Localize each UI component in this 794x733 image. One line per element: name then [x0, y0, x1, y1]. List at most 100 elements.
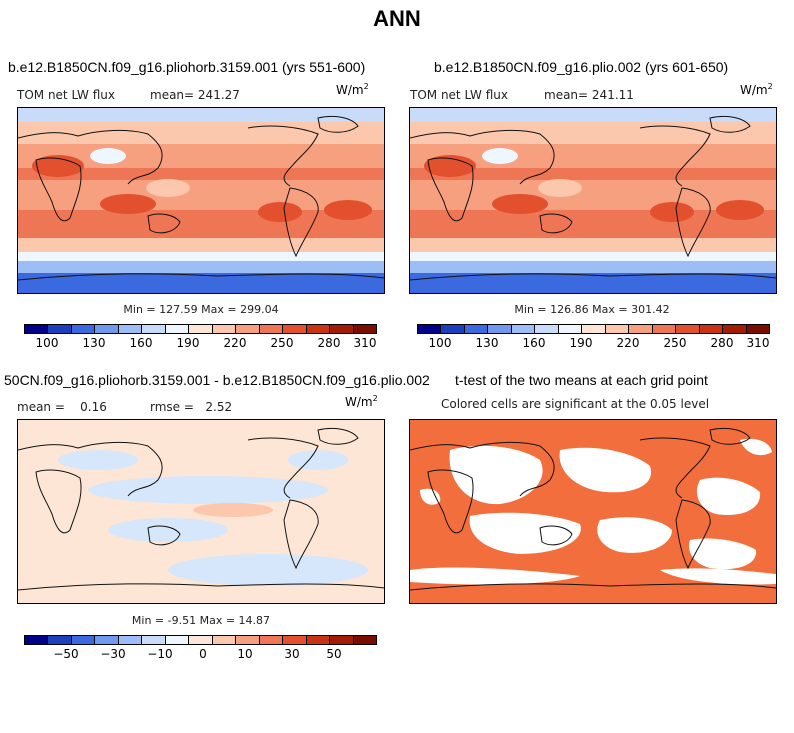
panel1-colorbar-bin	[118, 325, 143, 333]
panel1-unit-base: W/m	[336, 83, 364, 97]
panel2-tick: 280	[710, 336, 734, 350]
panel3-cool-eurasia	[58, 450, 138, 470]
panel1-variable: TOM net LW flux	[17, 88, 115, 102]
panel4-coast-antarctica	[410, 583, 776, 591]
panel1-trop-north	[18, 168, 384, 180]
panel2-tick: 190	[569, 336, 593, 350]
panel2-coast-samerica	[675, 187, 711, 258]
panel4-nonsignificant-regions	[410, 438, 776, 585]
panel2-colorbar-bin	[535, 325, 559, 333]
panel2-unit-base: W/m	[740, 83, 768, 97]
panel3-map	[17, 419, 385, 604]
panel3-colorbar-bin	[330, 636, 354, 644]
panel2-colorbar-bin	[699, 325, 724, 333]
panel1-colorbar	[24, 324, 377, 334]
panel1-se-pacific	[258, 202, 302, 222]
panel2-antarctica	[410, 273, 776, 293]
panel2-colorbar-bin	[511, 325, 536, 333]
panel1-tibet	[90, 148, 126, 164]
panel3-coast-antarctica	[18, 583, 384, 591]
panel4-white-region	[410, 567, 580, 585]
panel4-coastlines	[410, 427, 776, 591]
panel2-tick: 100	[428, 336, 452, 350]
panel2-trop-north	[410, 168, 776, 180]
panel3-unit-exp: 2	[372, 394, 378, 403]
panel3-coast-africa	[35, 469, 82, 534]
panel2-antarctic-edge	[410, 261, 776, 273]
panel3-coast-namerica	[247, 437, 319, 499]
panel3-colorbar-bin	[283, 636, 307, 644]
panel4-coast-greenland	[709, 427, 751, 445]
panel3-tick: −10	[147, 647, 173, 661]
panel1-coastlines	[18, 115, 384, 281]
panel2-equator	[410, 180, 776, 210]
panel1-colorbar-bin	[165, 325, 190, 333]
panel1-unit-exp: 2	[363, 82, 369, 91]
panel2-colorbar-bin	[558, 325, 583, 333]
panel1-warm-pool	[146, 179, 190, 197]
panel3-map-svg	[18, 420, 384, 603]
panel2-coast-greenland	[709, 115, 751, 133]
panel3-tick: 30	[284, 647, 300, 661]
panel2-coast-australia	[539, 213, 573, 234]
panel4-white-region	[469, 512, 581, 554]
panel3-colorbar-bin	[189, 636, 213, 644]
panel3-rmse: rmse = 2.52	[150, 400, 232, 414]
panel2-mean-value: 241.11	[591, 88, 634, 102]
panel3-tick: −50	[53, 647, 79, 661]
panel1-unit: W/m2	[336, 82, 369, 97]
panel4-coast-namerica	[639, 437, 711, 499]
panel2-variable: TOM net LW flux	[410, 88, 508, 102]
panel1-colorbar-bin	[71, 325, 96, 333]
panel2-s-atlantic	[716, 200, 764, 220]
panel1-tick: 100	[35, 336, 59, 350]
panel3-colorbar-bin	[25, 636, 49, 644]
panel2-unit-exp: 2	[767, 82, 773, 91]
panel1-colorbar-bin	[189, 325, 213, 333]
panel1-tick: 160	[129, 336, 153, 350]
panel3-cool-namerica	[288, 450, 348, 470]
panel2-colorbar-bin	[488, 325, 512, 333]
panel1-colorbar-bin	[25, 325, 49, 333]
panel2-tick: 310	[746, 336, 770, 350]
panel3-cool-band-north	[88, 476, 328, 504]
panel3-colorbar-bin	[353, 636, 377, 644]
panel1-coast-namerica	[247, 125, 319, 187]
panel2-minmax: Min = 126.86 Max = 301.42	[514, 303, 670, 316]
panel3-colorbar-bin	[48, 636, 72, 644]
panel2-unit: W/m2	[740, 82, 773, 97]
panel1-equator	[18, 180, 384, 210]
panel1-colorbar-bin	[48, 325, 72, 333]
panel3-cool-southern	[168, 554, 368, 586]
panel1-mean-value: 241.27	[197, 88, 240, 102]
panel4-coast-eurasia	[410, 441, 555, 497]
panel4-white-region	[660, 568, 776, 585]
panel2-subtrop-south	[410, 210, 776, 238]
panel4-map	[409, 419, 777, 604]
panel3-colorbar-bin	[236, 636, 260, 644]
panel2-colorbar-bin	[652, 325, 677, 333]
panel2-coastlines	[410, 115, 776, 281]
panel1-antarctica	[18, 273, 384, 293]
panel3-colorbar-bin	[142, 636, 166, 644]
panel2-mean-label: mean=	[544, 88, 589, 102]
panel2-tibet	[482, 148, 518, 164]
panel3-warm-equatorial	[193, 503, 273, 517]
panel3-cool-pacific-south	[108, 518, 228, 542]
panel1-colorbar-bin	[330, 325, 354, 333]
panel3-coast-samerica	[283, 499, 319, 570]
panel1-colorbar-bin	[95, 325, 119, 333]
panel1-sahara	[32, 155, 84, 177]
panel2-colorbar-bin	[629, 325, 653, 333]
panel3-colorbar-bin	[259, 636, 284, 644]
panel1-colorbar-bin	[142, 325, 166, 333]
panel3-unit: W/m2	[345, 394, 378, 409]
panel4-subtitle: Colored cells are significant at the 0.0…	[441, 397, 710, 411]
panel2-tick: 220	[616, 336, 640, 350]
panel2-title: b.e12.B1850CN.f09_g16.plio.002 (yrs 601-…	[434, 59, 729, 75]
panel2-arctic-band	[410, 108, 776, 122]
panel3-title: 50CN.f09_g16.pliohorb.3159.001 - b.e12.B…	[4, 372, 430, 388]
panel3-colorbar-bin	[95, 636, 119, 644]
panel1-tick: 190	[176, 336, 200, 350]
panel2-sahara	[424, 155, 476, 177]
